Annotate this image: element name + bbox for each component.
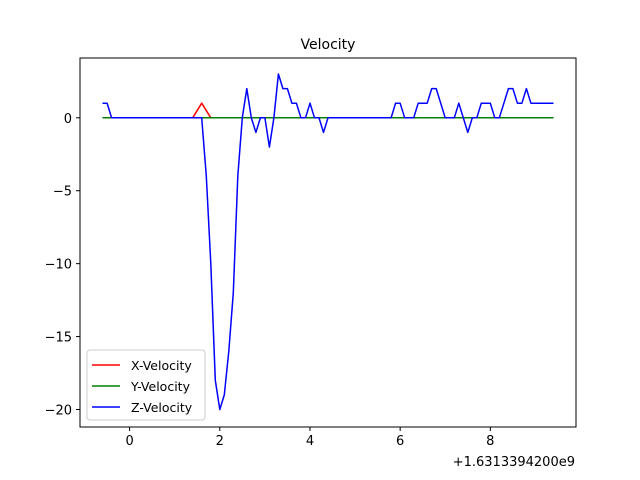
y-tick-label: −5 [53, 185, 72, 200]
y-tick-label: −10 [45, 258, 72, 273]
x-tick-label: 0 [125, 434, 133, 449]
x-tick-label: 6 [396, 434, 404, 449]
legend: X-Velocity Y-Velocity Z-Velocity [86, 349, 206, 421]
legend-box [86, 349, 206, 421]
x-offset-label: +1.6313394200e9 [453, 455, 575, 470]
chart-title: Velocity [301, 37, 356, 53]
y-tick-label: −15 [45, 331, 72, 346]
plot-lines [102, 73, 554, 411]
x-tick-label: 8 [486, 434, 494, 449]
y-axis: 0 −5 −10 −15 −20 [45, 112, 80, 418]
x-axis: 0 2 4 6 8 [125, 427, 494, 449]
y-tick-label: −20 [45, 403, 72, 418]
legend-label: X-Velocity [131, 358, 192, 373]
series-line-z-velocity [102, 73, 554, 411]
plot-frame [79, 57, 577, 428]
x-tick-label: 2 [216, 434, 224, 449]
x-tick-label: 4 [306, 434, 314, 449]
y-tick-label: 0 [64, 112, 72, 127]
legend-label: Z-Velocity [131, 400, 193, 415]
legend-label: Y-Velocity [130, 379, 191, 394]
